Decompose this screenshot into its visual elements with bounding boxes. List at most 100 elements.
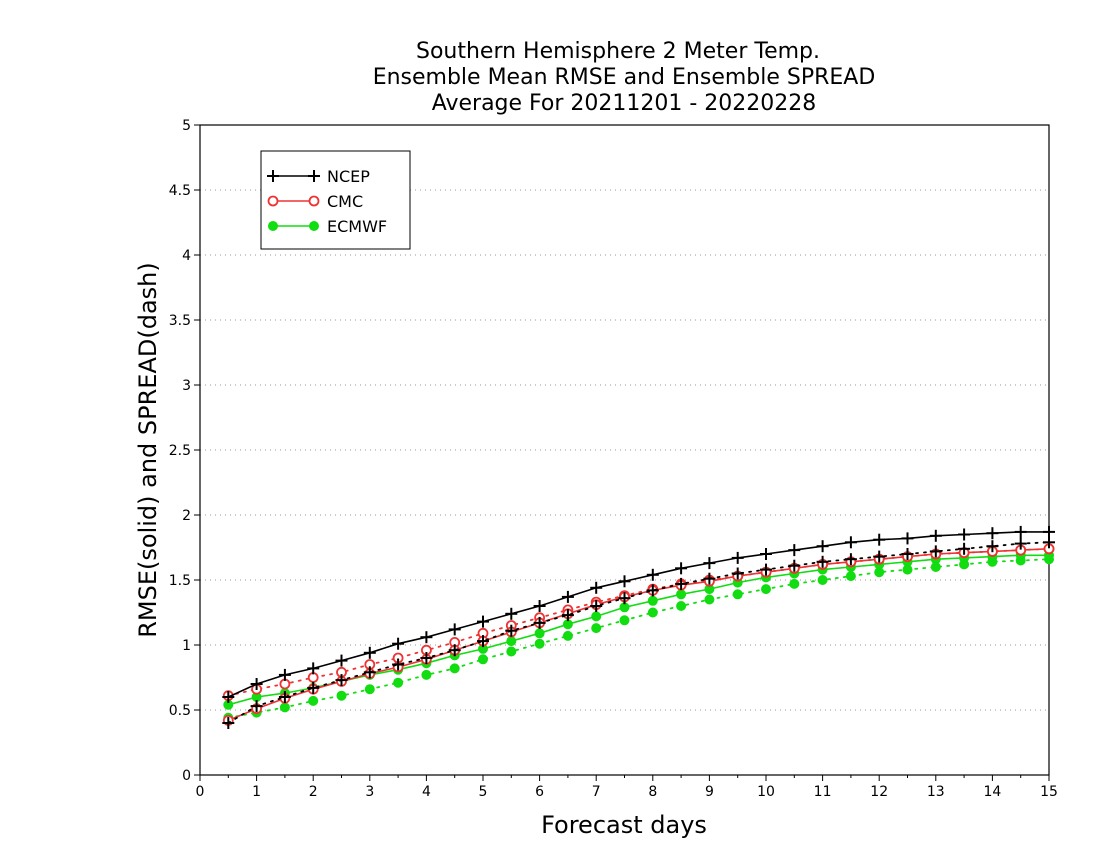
ncep-rmse-point [675, 562, 688, 575]
title-line-3: Average For 20211201 - 20220228 [432, 91, 817, 116]
ecmwf-rmse-point [534, 628, 545, 639]
legend-label-cmc: CMC [327, 192, 363, 211]
ncep-spread-point [675, 577, 688, 590]
ncep-spread-point [646, 584, 659, 597]
y-tick-label: 2.5 [169, 443, 191, 459]
legend-marker-ecmwf [268, 221, 278, 231]
ncep-rmse-point [420, 631, 433, 644]
ncep-spread-point [731, 567, 744, 580]
ecmwf-spread-point [591, 623, 602, 634]
ecmwf-spread-point [704, 594, 715, 605]
ncep-rmse-point [392, 637, 405, 650]
ncep-spread-point [929, 545, 942, 558]
ecmwf-rmse-point [676, 589, 687, 600]
ncep-spread-point [505, 624, 518, 637]
x-tick-label: 12 [870, 784, 888, 800]
ecmwf-spread-point [562, 630, 573, 641]
x-tick-label: 5 [479, 784, 488, 800]
y-tick-label: 2 [182, 508, 191, 524]
cmc-spread-line [227, 547, 1050, 697]
ncep-rmse-point [958, 528, 971, 541]
ecmwf-spread-point [393, 677, 404, 688]
y-tick-label: 4.5 [169, 183, 191, 199]
ecmwf-spread-point [534, 638, 545, 649]
ecmwf-spread-point [364, 684, 375, 695]
x-tick-label: 14 [983, 784, 1001, 800]
y-tick-label: 4 [182, 248, 191, 264]
ncep-rmse-point [646, 568, 659, 581]
ncep-rmse-point [505, 607, 518, 620]
ncep-rmse-point [844, 536, 857, 549]
ncep-spread-point [420, 652, 433, 664]
x-tick-label: 1 [252, 784, 261, 800]
ncep-rmse-point [901, 532, 914, 545]
ecmwf-spread-point [308, 695, 319, 706]
title-line-1: Southern Hemisphere 2 Meter Temp. [416, 39, 820, 64]
ncep-rmse-point [278, 668, 291, 681]
ncep-spread-point [278, 691, 291, 703]
ncep-spread-point [618, 592, 631, 605]
ncep-rmse-point [788, 544, 801, 557]
ecmwf-spread-point [279, 702, 290, 713]
ncep-spread-point [533, 616, 546, 629]
ncep-spread-point [1043, 536, 1055, 549]
ncep-rmse-point [561, 590, 574, 603]
series-ncep [222, 525, 1055, 729]
legend-marker-cmc [267, 195, 279, 207]
ncep-spread-point [986, 540, 999, 553]
ncep-spread-point [703, 572, 716, 585]
legend-marker-ncep [308, 170, 320, 182]
series-cmc [222, 543, 1055, 726]
y-tick-label: 3 [182, 378, 191, 394]
ncep-spread-point [590, 600, 603, 612]
ecmwf-rmse-point [506, 636, 517, 647]
x-tick-label: 7 [592, 784, 601, 800]
ncep-rmse-point [929, 529, 942, 542]
ncep-spread-point [222, 717, 235, 729]
ecmwf-rmse-point [591, 611, 602, 622]
ncep-spread-point [363, 666, 376, 679]
legend: NCEP CMC ECMWF [260, 150, 411, 250]
ncep-rmse-point [873, 533, 886, 546]
legend-label-ncep: NCEP [327, 167, 370, 186]
ncep-rmse-point [250, 678, 263, 690]
ncep-rmse-point [703, 557, 716, 570]
x-tick-label: 0 [196, 784, 205, 800]
cmc-rmse-line [227, 548, 1050, 722]
ncep-rmse-point [731, 551, 744, 564]
ncep-spread-point [816, 555, 829, 568]
x-tick-label: 13 [927, 784, 945, 800]
ncep-spread-point [844, 553, 857, 566]
y-tick-label: 3.5 [169, 313, 191, 329]
ncep-spread-point [1014, 537, 1027, 550]
ncep-spread-point [561, 609, 574, 622]
y-tick-label: 1.5 [169, 573, 191, 589]
legend-box [260, 150, 411, 250]
ecmwf-spread-point [761, 584, 771, 595]
x-tick-label: 9 [705, 784, 714, 800]
x-tick-label: 4 [422, 784, 431, 800]
ncep-spread-point [477, 635, 489, 648]
ecmwf-spread-point [817, 575, 828, 585]
title-line-2: Ensemble Mean RMSE and Ensemble SPREAD [373, 65, 876, 90]
ncep-rmse-point [533, 600, 546, 612]
ecmwf-spread-point [421, 669, 432, 680]
y-tick-label: 0 [182, 768, 191, 784]
ncep-spread-point [958, 542, 971, 555]
ncep-spread-point [873, 550, 886, 563]
chart-title: Southern Hemisphere 2 Meter Temp. Ensemb… [373, 39, 876, 116]
ncep-rmse-point [448, 623, 461, 636]
y-tick-label: 5 [182, 118, 191, 134]
x-tick-label: 6 [535, 784, 544, 800]
ecmwf-spread-point [789, 578, 800, 589]
legend-marker-cmc [308, 195, 320, 207]
ecmwf-spread-point [732, 589, 743, 600]
y-tick-label: 0.5 [169, 703, 191, 719]
ecmwf-spread-point [845, 571, 856, 582]
ncep-spread-point [788, 559, 801, 572]
ecmwf-rmse-point [647, 595, 658, 606]
ncep-rmse-point [986, 527, 999, 540]
grid [200, 189, 1049, 711]
ecmwf-spread-point [676, 601, 687, 611]
